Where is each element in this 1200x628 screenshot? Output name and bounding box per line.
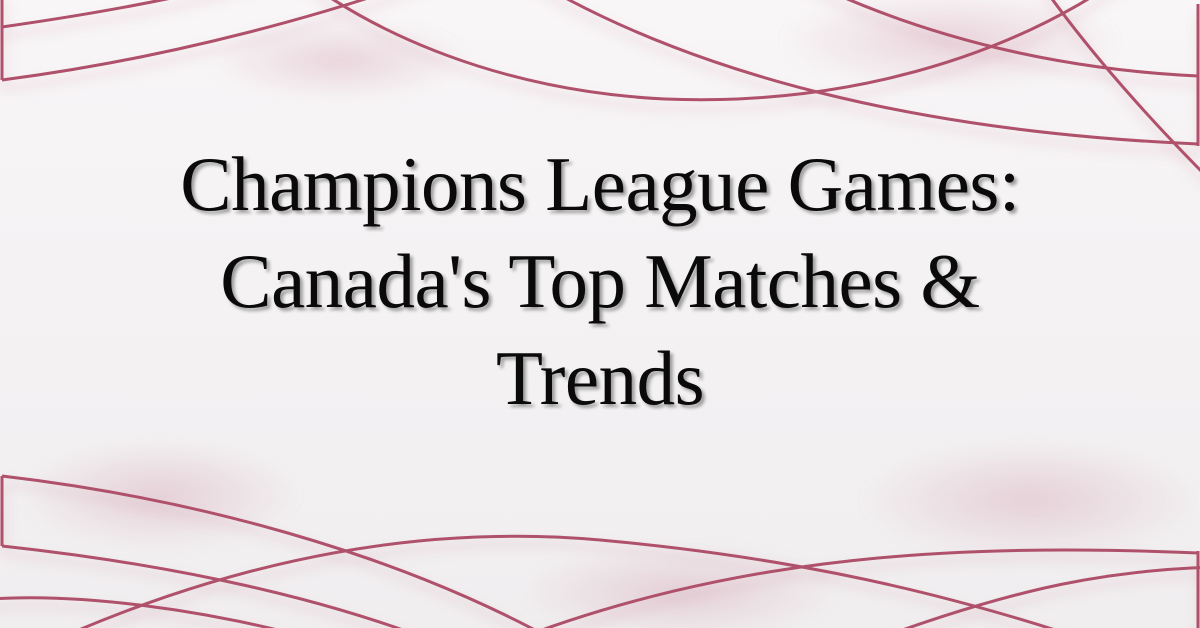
wave-line (1, 0, 169, 29)
wave-line (79, 534, 1054, 628)
title-line-3: Trends (495, 335, 705, 421)
wave-line (1, 544, 402, 628)
wave-line (0, 596, 277, 628)
wave-line (331, 0, 1090, 102)
soft-glow (210, 20, 470, 100)
soft-glow (780, 0, 1120, 90)
soft-glow (860, 440, 1200, 560)
soft-glow (520, 545, 840, 628)
wave-line (1, 474, 535, 628)
wave-line (566, 0, 1199, 146)
page-title: Champions League Games: Canada's Top Mat… (0, 136, 1200, 427)
title-line-2: Canada's Top Matches & (220, 238, 980, 324)
wave-line (1, 0, 367, 82)
bottom-wave-decoration (0, 474, 1200, 628)
soft-glow (20, 440, 300, 550)
wave-line (903, 566, 1200, 628)
wave-line (542, 548, 1199, 628)
wave-lines-bottom (0, 474, 1200, 628)
title-line-1: Champions League Games: (180, 141, 1020, 227)
wave-line (846, 0, 1199, 78)
